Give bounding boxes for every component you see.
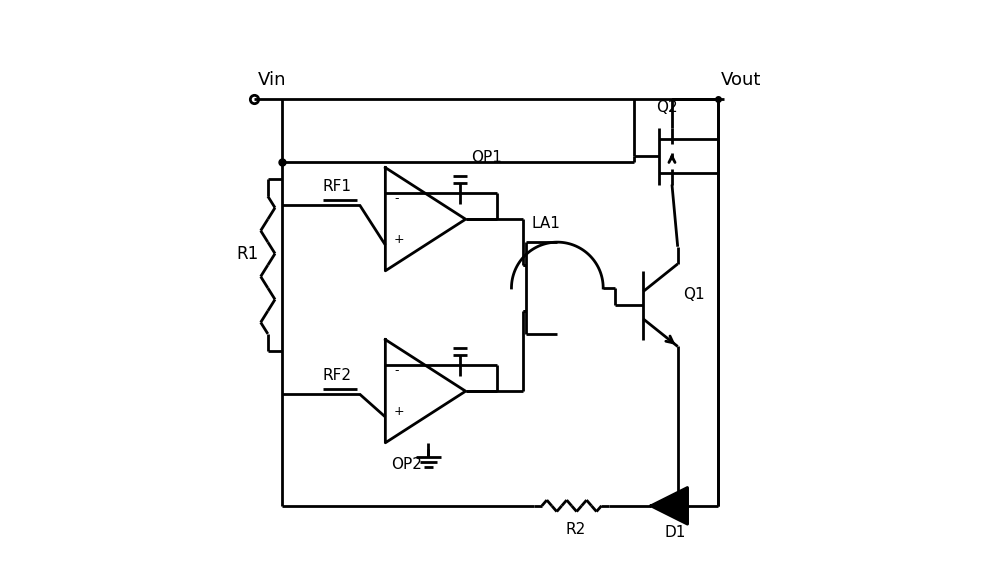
Text: +: + [394, 406, 405, 418]
Text: R2: R2 [566, 522, 586, 537]
Text: Q2: Q2 [656, 100, 678, 115]
Text: -: - [394, 192, 398, 205]
Text: OP1: OP1 [471, 150, 502, 165]
Text: R1: R1 [236, 245, 259, 263]
Text: +: + [394, 233, 405, 247]
Text: LA1: LA1 [532, 216, 560, 231]
Text: Vout: Vout [721, 70, 761, 89]
Polygon shape [651, 487, 687, 524]
Text: Q1: Q1 [683, 287, 705, 302]
Text: Vin: Vin [258, 70, 287, 89]
Text: RF2: RF2 [322, 367, 351, 382]
Text: RF1: RF1 [322, 179, 351, 194]
Text: OP2: OP2 [391, 457, 422, 472]
Text: -: - [394, 364, 398, 377]
Text: D1: D1 [665, 525, 686, 540]
